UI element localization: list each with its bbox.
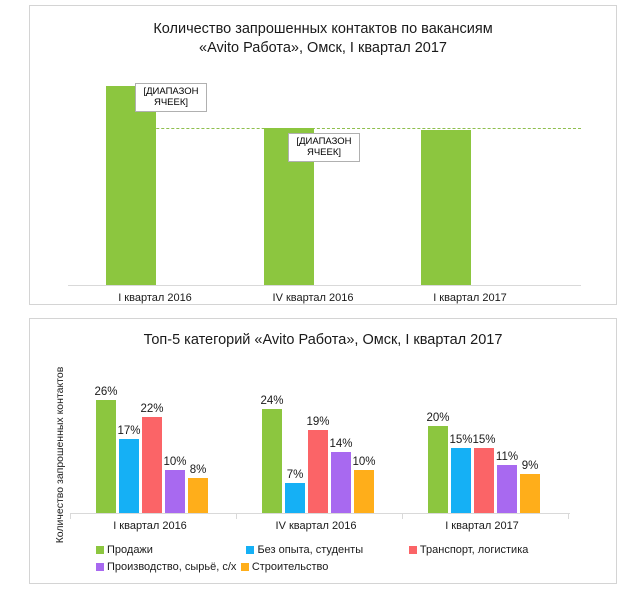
bar-top-2016q1[interactable] <box>106 86 156 285</box>
bar-value-label: 22% <box>140 403 163 415</box>
legend-label-4: Строительство <box>252 561 329 573</box>
group-separator-tick-0 <box>70 514 71 519</box>
bar-group3-series5[interactable]: 9% <box>520 474 540 513</box>
bar-group1-series2[interactable]: 17% <box>119 439 139 513</box>
bar-group2-series3[interactable]: 19% <box>308 430 328 513</box>
bar-value-label: 10% <box>352 456 375 468</box>
bottom-chart-plot-area: 26%17%22%10%8%24%7%19%14%10%20%15%15%11%… <box>70 358 570 514</box>
group-separator-tick-1 <box>236 514 237 519</box>
bottom-chart-yaxis-label: Количество запрошенных контактов <box>52 360 68 550</box>
bottom-chart-yaxis-label-text: Количество запрошенных контактов <box>54 367 66 544</box>
top-chart-xlabel-1: IV квартал 2016 <box>233 292 393 304</box>
top-chart-axis-line <box>68 285 581 286</box>
bar-value-label: 26% <box>94 386 117 398</box>
legend-swatch-icon-3 <box>96 563 104 571</box>
top-chart-xlabel-2: I квартал 2017 <box>390 292 550 304</box>
bar-value-label: 24% <box>260 395 283 407</box>
bar-group2-series1[interactable]: 24% <box>262 409 282 513</box>
bar-group3-series3[interactable]: 15% <box>474 448 494 513</box>
bar-value-label: 19% <box>306 416 329 428</box>
bottom-chart-legend: Продажи Без опыта, студенты Транспорт, л… <box>96 543 576 577</box>
bar-group2-series2[interactable]: 7% <box>285 483 305 513</box>
reference-dashed-line <box>106 128 581 129</box>
group-separator-tick-3 <box>568 514 569 519</box>
legend-swatch-icon-4 <box>241 563 249 571</box>
bar-group3-series2[interactable]: 15% <box>451 448 471 513</box>
bar-value-label: 17% <box>117 425 140 437</box>
legend-label-0: Продажи <box>107 544 153 556</box>
bar-value-label: 15% <box>472 434 495 446</box>
top-chart-plot-area: [ДИАПАЗОН ЯЧЕЕК] [ДИАПАЗОН ЯЧЕЕК] <box>68 76 581 286</box>
legend-item-bez-opyta[interactable]: Без опыта, студенты <box>246 543 404 557</box>
bar-group2-series5[interactable]: 10% <box>354 470 374 514</box>
bar-value-label: 10% <box>163 456 186 468</box>
bottom-chart-xlabel-1: IV квартал 2016 <box>236 520 396 532</box>
legend-label-2: Транспорт, логистика <box>420 544 528 556</box>
bar-group1-series5[interactable]: 8% <box>188 478 208 513</box>
bar-group2-series4[interactable]: 14% <box>331 452 351 513</box>
bar-value-label: 7% <box>287 469 304 481</box>
legend-item-prodazhi[interactable]: Продажи <box>96 543 242 557</box>
bottom-chart-title: Топ-5 категорий «Avito Работа», Омск, I … <box>30 331 616 350</box>
bar-group1-series1[interactable]: 26% <box>96 400 116 513</box>
legend-item-transport[interactable]: Транспорт, логистика <box>409 543 528 557</box>
bottom-chart-xlabel-2: I квартал 2017 <box>402 520 562 532</box>
legend-swatch-icon-2 <box>409 546 417 554</box>
bar-top-2017q1[interactable] <box>421 130 471 285</box>
bar-group3-series4[interactable]: 11% <box>497 465 517 513</box>
bar-group3-series1[interactable]: 20% <box>428 426 448 513</box>
legend-item-stroitelstvo[interactable]: Строительство <box>241 560 329 574</box>
top-chart-xlabel-0: I квартал 2016 <box>75 292 235 304</box>
legend-swatch-icon-1 <box>246 546 254 554</box>
group-separator-tick-2 <box>402 514 403 519</box>
legend-swatch-icon-0 <box>96 546 104 554</box>
bar-value-label: 15% <box>449 434 472 446</box>
legend-label-3: Производство, сырьё, с/х <box>107 561 236 573</box>
bar-value-label: 11% <box>496 451 518 463</box>
bar-value-label: 20% <box>426 412 449 424</box>
data-label-callout-2016q4[interactable]: [ДИАПАЗОН ЯЧЕЕК] <box>288 133 360 162</box>
bottom-chart-axis-line <box>70 513 570 514</box>
legend-item-proizvodstvo[interactable]: Производство, сырьё, с/х <box>96 560 236 574</box>
legend-label-1: Без опыта, студенты <box>257 544 363 556</box>
top-chart-panel: Количество запрошенных контактов по вака… <box>29 5 617 305</box>
legend-row-1: Продажи Без опыта, студенты Транспорт, л… <box>96 543 576 560</box>
bar-group1-series4[interactable]: 10% <box>165 470 185 514</box>
bar-value-label: 9% <box>522 460 539 472</box>
bar-group1-series3[interactable]: 22% <box>142 417 162 513</box>
bar-value-label: 14% <box>329 438 352 450</box>
bottom-chart-xlabel-0: I квартал 2016 <box>70 520 230 532</box>
legend-row-2: Производство, сырьё, с/х Строительство <box>96 560 576 577</box>
data-label-callout-2016q1[interactable]: [ДИАПАЗОН ЯЧЕЕК] <box>135 83 207 112</box>
top-chart-title: Количество запрошенных контактов по вака… <box>30 20 616 58</box>
bar-value-label: 8% <box>190 464 207 476</box>
